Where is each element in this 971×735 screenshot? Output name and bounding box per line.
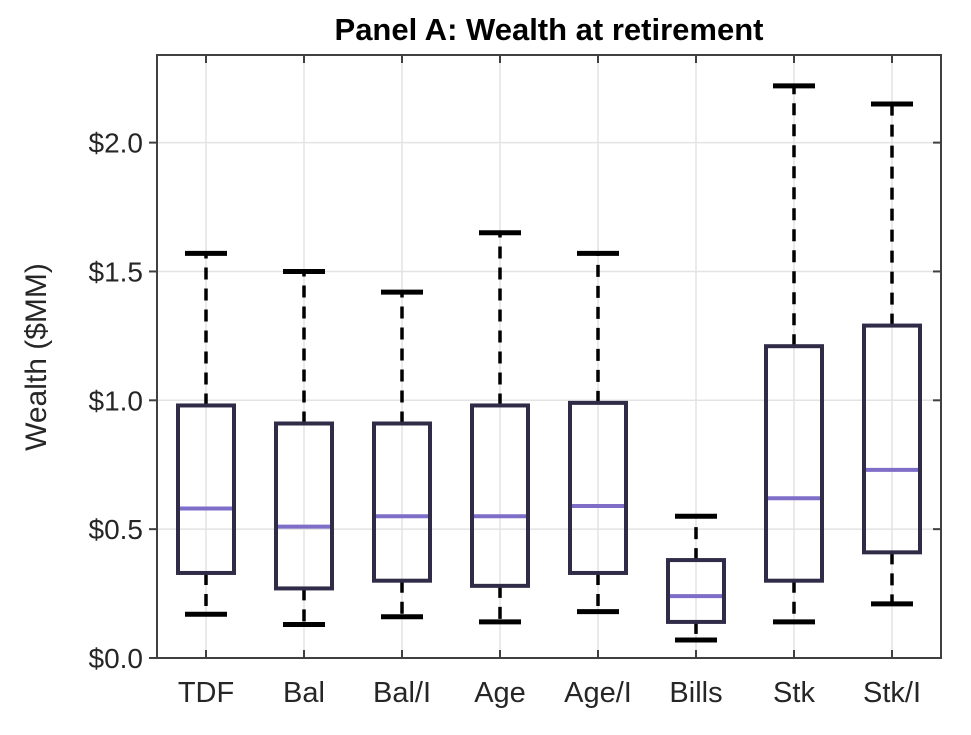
x-category-label: Stk (773, 677, 815, 709)
label-layer: $0.0 $0.5 $1.0 $1.5 $2.0 TDF Bal Bal/I Age Age/I B… (89, 128, 922, 709)
box-group-age (470, 230, 530, 625)
box-group-bills (666, 513, 726, 643)
iqr-box (274, 421, 334, 591)
x-category-label: Bal/I (373, 677, 431, 709)
axis-layer (149, 54, 942, 659)
axis-border (156, 54, 942, 659)
y-axis-label: Wealth ($MM) (20, 263, 53, 451)
iqr-box (176, 403, 236, 575)
box-layer (176, 83, 922, 643)
box-group-bal (274, 268, 334, 627)
x-category-label: Stk/I (863, 677, 921, 709)
chart-title: Panel A: Wealth at retirement (335, 12, 764, 47)
iqr-box (862, 323, 922, 555)
y-tick-label: $0.0 (89, 643, 144, 674)
y-tick-label: $2.0 (89, 128, 144, 159)
x-category-label: Age (474, 677, 526, 709)
iqr-box (666, 558, 726, 624)
box-group-tdf (176, 250, 236, 617)
y-tick-label: $1.0 (89, 385, 144, 416)
box-group-age-i (568, 250, 628, 615)
x-category-label: TDF (178, 677, 234, 709)
x-category-label: Bills (669, 677, 722, 709)
iqr-box (372, 421, 432, 583)
x-category-label: Bal (283, 677, 325, 709)
x-category-label: Age/I (564, 677, 632, 709)
iqr-box (764, 344, 824, 583)
iqr-box (568, 400, 628, 575)
box-group-bal-i (372, 289, 432, 620)
y-tick-label: $1.5 (89, 256, 144, 287)
iqr-box (470, 403, 530, 588)
y-tick-label: $0.5 (89, 514, 144, 545)
box-group-stk (764, 83, 824, 625)
box-group-stk-i (862, 101, 922, 607)
